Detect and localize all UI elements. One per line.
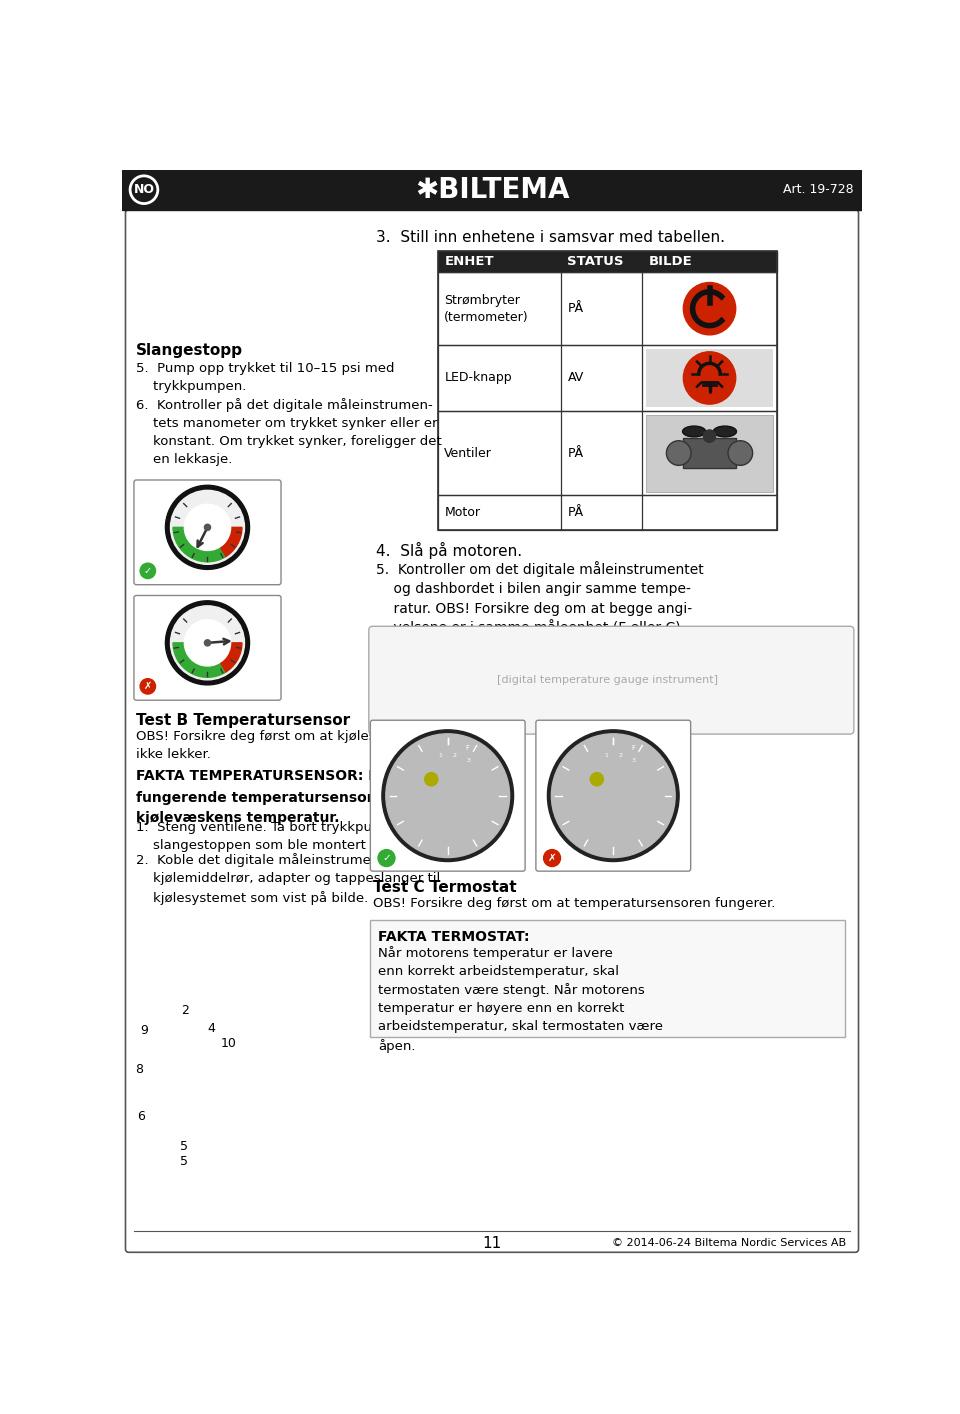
FancyBboxPatch shape: [126, 209, 858, 1253]
Text: Test B Temperatursensor: Test B Temperatursensor: [136, 713, 350, 728]
Circle shape: [140, 563, 156, 578]
Circle shape: [684, 283, 735, 335]
Text: F: F: [466, 745, 469, 751]
Bar: [438, 271, 777, 345]
Circle shape: [728, 441, 753, 465]
Text: ✓: ✓: [144, 566, 152, 575]
Text: 1.  Steng ventilene. Ta bort trykkpumpen og
    slangestoppen som ble montert i : 1. Steng ventilene. Ta bort trykkpumpen …: [136, 822, 431, 853]
Text: 8: 8: [135, 1062, 143, 1076]
Bar: [438, 410, 777, 495]
Circle shape: [171, 605, 245, 680]
Ellipse shape: [683, 426, 706, 437]
Circle shape: [184, 619, 230, 666]
Text: BILDE: BILDE: [648, 255, 692, 267]
Circle shape: [684, 352, 735, 404]
Text: PÅ: PÅ: [567, 506, 584, 519]
Text: PÅ: PÅ: [567, 303, 584, 315]
Circle shape: [543, 850, 561, 867]
FancyBboxPatch shape: [134, 479, 281, 585]
Text: Test C Termostat: Test C Termostat: [372, 881, 516, 895]
Text: © 2014-06-24 Biltema Nordic Services AB: © 2014-06-24 Biltema Nordic Services AB: [612, 1239, 846, 1249]
FancyBboxPatch shape: [369, 626, 853, 734]
Text: Ventiler: Ventiler: [444, 447, 492, 460]
Circle shape: [140, 679, 156, 694]
Text: 5.  Pump opp trykket til 10–15 psi med
    trykkpumpen.: 5. Pump opp trykket til 10–15 psi med tr…: [136, 362, 395, 393]
Text: 1: 1: [439, 754, 443, 758]
Text: 5: 5: [180, 1140, 188, 1152]
Bar: [438, 250, 777, 530]
Circle shape: [382, 730, 514, 861]
Text: 4.  Slå på motoren.: 4. Slå på motoren.: [376, 542, 522, 559]
Text: 6.  Kontroller på det digitale måleinstrumen-
    tets manometer om trykket synk: 6. Kontroller på det digitale måleinstru…: [136, 397, 442, 465]
Circle shape: [378, 850, 395, 867]
Bar: [646, 349, 773, 407]
Circle shape: [204, 525, 210, 530]
Circle shape: [131, 175, 157, 204]
Bar: [438, 345, 777, 410]
Circle shape: [386, 734, 510, 857]
Text: ✗: ✗: [144, 682, 152, 691]
Text: 4: 4: [207, 1022, 215, 1035]
Circle shape: [551, 734, 675, 857]
Text: 2: 2: [618, 754, 622, 758]
Text: NO: NO: [133, 184, 155, 197]
Text: LED-knapp: LED-knapp: [444, 372, 512, 385]
Text: [digital temperature gauge instrument]: [digital temperature gauge instrument]: [497, 676, 718, 686]
Text: 2: 2: [453, 754, 457, 758]
Text: F: F: [631, 745, 635, 751]
Ellipse shape: [713, 426, 736, 437]
Text: ✓: ✓: [382, 853, 391, 863]
FancyBboxPatch shape: [134, 595, 281, 700]
FancyBboxPatch shape: [371, 720, 525, 871]
Text: 3.  Still inn enhetene i samsvar med tabellen.: 3. Still inn enhetene i samsvar med tabe…: [376, 229, 726, 245]
Text: Art. 19-728: Art. 19-728: [783, 184, 853, 197]
Circle shape: [704, 430, 716, 443]
Text: 10: 10: [221, 1036, 236, 1051]
Text: 1: 1: [604, 754, 608, 758]
Wedge shape: [207, 527, 242, 557]
Text: Strømbryter
(termometer): Strømbryter (termometer): [444, 294, 529, 324]
Bar: [646, 414, 773, 492]
FancyBboxPatch shape: [536, 720, 690, 871]
Circle shape: [165, 485, 250, 570]
Text: 5.  Kontroller om det digitale måleinstrumentet
    og dashbordet i bilen angir : 5. Kontroller om det digitale måleinstru…: [376, 561, 705, 636]
Circle shape: [590, 772, 604, 786]
Circle shape: [547, 730, 679, 861]
Text: FAKTA TERMOSTAT:: FAKTA TERMOSTAT:: [378, 930, 530, 945]
Text: Motor: Motor: [444, 506, 480, 519]
Text: 5: 5: [180, 1155, 188, 1168]
Wedge shape: [173, 527, 225, 561]
Text: 6: 6: [137, 1110, 145, 1123]
Text: STATUS: STATUS: [567, 255, 624, 267]
Circle shape: [165, 601, 250, 684]
Circle shape: [184, 505, 230, 550]
Bar: [123, 170, 861, 209]
Circle shape: [204, 639, 210, 646]
Text: FAKTA TEMPERATURSENSOR: En
fungerende temperatursensor måler
kjølevæskens temper: FAKTA TEMPERATURSENSOR: En fungerende te…: [136, 769, 423, 824]
Text: AV: AV: [567, 372, 584, 385]
Text: OBS! Forsikre deg først om at temperatursensoren fungerer.: OBS! Forsikre deg først om at temperatur…: [372, 898, 775, 911]
Bar: [438, 495, 777, 530]
Text: 2: 2: [181, 1004, 189, 1017]
Circle shape: [171, 491, 245, 564]
Text: ENHET: ENHET: [444, 255, 493, 267]
Bar: [683, 438, 736, 468]
Text: 3: 3: [632, 758, 636, 762]
Text: Når motorens temperatur er lavere
enn korrekt arbeidstemperatur, skal
termostate: Når motorens temperatur er lavere enn ko…: [378, 946, 663, 1052]
Text: OBS! Forsikre deg først om at kjølesystemet
ikke lekker.: OBS! Forsikre deg først om at kjølesyste…: [136, 730, 430, 761]
Circle shape: [666, 441, 691, 465]
Text: 3: 3: [467, 758, 470, 762]
Text: ✱BILTEMA: ✱BILTEMA: [415, 175, 569, 204]
FancyBboxPatch shape: [370, 919, 846, 1038]
Text: 11: 11: [482, 1236, 502, 1250]
Text: 9: 9: [140, 1024, 148, 1036]
Bar: [438, 250, 777, 271]
Circle shape: [424, 772, 438, 786]
Wedge shape: [207, 643, 242, 673]
Text: PÅ: PÅ: [567, 447, 584, 460]
Text: ✗: ✗: [548, 853, 557, 863]
Wedge shape: [173, 643, 225, 677]
Text: Slangestopp: Slangestopp: [136, 344, 243, 358]
Text: 2.  Koble det digitale måleinstrumentet med
    kjølemiddelrør, adapter og tappe: 2. Koble det digitale måleinstrumentet m…: [136, 854, 441, 905]
